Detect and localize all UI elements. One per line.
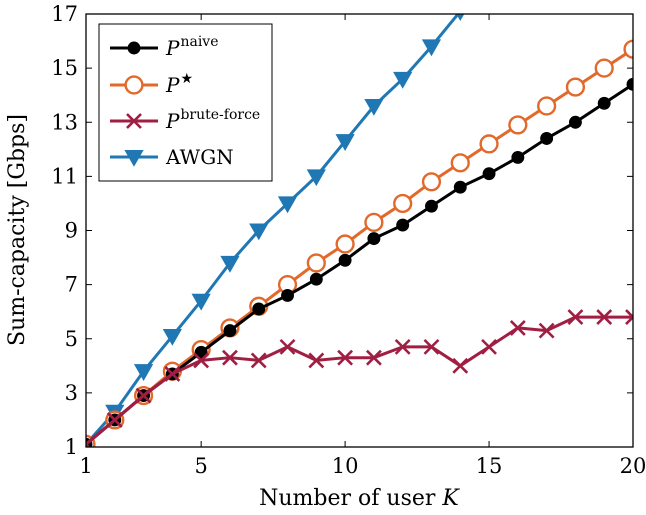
- data-point: [453, 180, 467, 194]
- data-point: [568, 115, 582, 129]
- data-point: [538, 322, 555, 339]
- data-point: [597, 96, 611, 110]
- legend-label: Pbrute-force: [165, 107, 260, 133]
- data-point: [393, 71, 413, 89]
- data-point: [394, 338, 411, 355]
- legend-label: Pnaive: [165, 34, 219, 60]
- x-tick-label: 20: [620, 454, 646, 478]
- data-point: [135, 387, 152, 404]
- legend-item-awgn: AWGN: [110, 145, 234, 169]
- x-tick-label: 15: [476, 454, 503, 478]
- data-point: [423, 338, 440, 355]
- y-tick-label: 15: [51, 56, 78, 80]
- series-p-brute-force: [86, 309, 633, 447]
- data-point: [252, 302, 266, 316]
- data-point: [450, 153, 470, 173]
- legend-marker: [124, 149, 144, 167]
- data-point: [306, 169, 326, 187]
- data-point: [540, 132, 554, 145]
- x-axis-symbol: K: [441, 486, 460, 511]
- data-point: [86, 436, 94, 447]
- x-axis-label: Number of user K: [259, 486, 460, 511]
- data-point: [594, 58, 614, 78]
- y-tick-label: 9: [65, 219, 78, 243]
- data-point: [193, 352, 210, 369]
- data-point: [452, 357, 469, 374]
- data-point: [309, 272, 323, 286]
- data-point: [191, 293, 211, 311]
- data-point: [365, 349, 382, 366]
- data-point: [338, 253, 352, 267]
- legend-item-p-brute-force: Pbrute-force: [110, 107, 260, 133]
- y-tick-label: 1: [65, 435, 78, 459]
- y-tick-label: 5: [65, 327, 78, 351]
- data-point: [565, 77, 586, 97]
- data-point: [364, 98, 384, 116]
- data-point: [220, 255, 240, 273]
- data-point: [396, 218, 410, 232]
- data-point: [421, 39, 442, 57]
- data-point: [306, 253, 326, 273]
- legend: Pnaive P★ Pbrute-force AWGN: [98, 23, 273, 182]
- data-point: [222, 349, 238, 366]
- series-line: [86, 315, 633, 446]
- data-point: [482, 167, 496, 181]
- data-point: [335, 134, 355, 151]
- data-point: [567, 309, 584, 326]
- legend-item-p: P★: [110, 71, 193, 97]
- legend-marker: [127, 41, 141, 55]
- legend-label: AWGN: [165, 145, 234, 169]
- data-point: [481, 338, 497, 355]
- data-point: [511, 150, 525, 164]
- data-point: [421, 172, 442, 192]
- data-point: [367, 232, 381, 246]
- legend-item-p-naive: Pnaive: [110, 34, 219, 60]
- data-point: [508, 115, 528, 135]
- data-point: [133, 364, 154, 381]
- y-tick-label: 3: [65, 381, 78, 405]
- data-point: [162, 328, 182, 346]
- x-tick-label: 1: [79, 454, 92, 478]
- data-point: [194, 345, 208, 359]
- data-point: [277, 196, 298, 214]
- data-point: [456, 14, 465, 22]
- data-point: [164, 366, 181, 382]
- data-point: [249, 223, 269, 241]
- data-point: [364, 212, 384, 232]
- y-axis-label: Sum-capacity [Gbps]: [5, 114, 30, 346]
- y-tick-label: 17: [51, 2, 78, 26]
- data-point: [596, 309, 613, 326]
- series-awgn: [86, 14, 465, 447]
- data-point: [625, 309, 633, 326]
- x-tick-label: 10: [332, 454, 359, 478]
- data-point: [106, 412, 123, 428]
- series-layer: [86, 14, 633, 447]
- data-point: [479, 134, 499, 154]
- data-point: [537, 96, 557, 116]
- data-point: [250, 352, 267, 369]
- data-point: [509, 320, 526, 336]
- y-tick-label: 13: [51, 110, 78, 134]
- plot-frame: [85, 13, 634, 448]
- data-point: [281, 289, 294, 302]
- data-point: [393, 193, 413, 214]
- x-tick-label: 5: [194, 454, 207, 478]
- data-point: [337, 349, 354, 366]
- y-tick-label: 7: [65, 273, 78, 297]
- legend-marker: [124, 75, 144, 95]
- data-point: [223, 324, 237, 338]
- data-point: [425, 199, 438, 213]
- data-point: [308, 352, 325, 369]
- data-point: [279, 338, 296, 355]
- y-tick-label: 11: [51, 164, 78, 188]
- data-point: [335, 234, 355, 254]
- legend-marker: [126, 113, 142, 129]
- legend-label: P★: [165, 71, 193, 97]
